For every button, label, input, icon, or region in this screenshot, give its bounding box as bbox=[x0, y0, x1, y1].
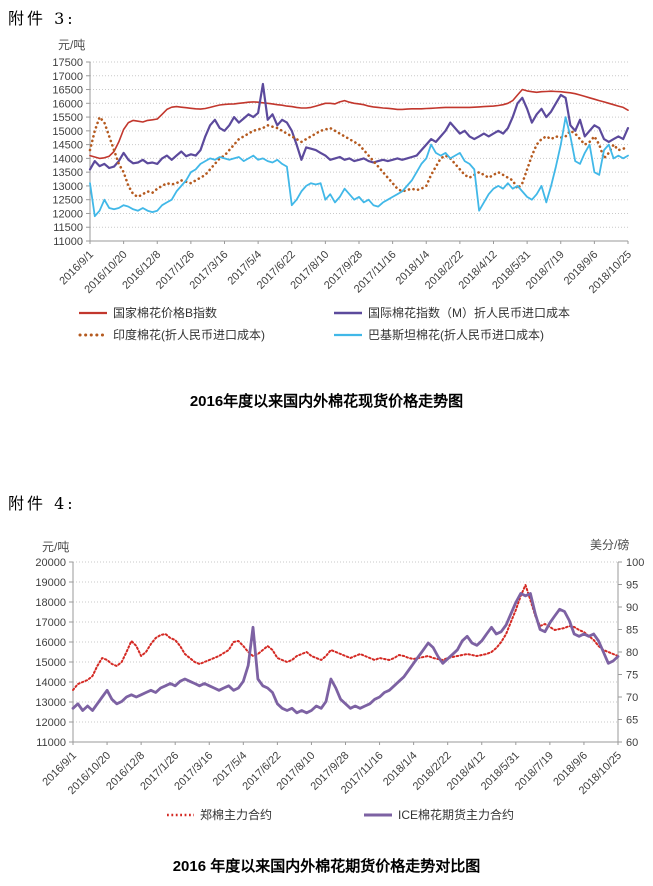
legend-line-b-index-icon bbox=[79, 311, 107, 314]
legend-label: ICE棉花期货主力合约 bbox=[398, 808, 515, 822]
svg-text:11500: 11500 bbox=[53, 222, 83, 234]
svg-text:17500: 17500 bbox=[52, 57, 83, 69]
svg-text:95: 95 bbox=[626, 580, 638, 592]
svg-text:16000: 16000 bbox=[52, 98, 83, 110]
svg-text:100: 100 bbox=[626, 557, 644, 569]
svg-text:18000: 18000 bbox=[35, 597, 66, 609]
svg-text:12000: 12000 bbox=[52, 208, 83, 220]
legend-line-pakistan-icon bbox=[334, 333, 362, 336]
chart2-title: 2016 年度以来国内外棉花期货价格走势对比图 bbox=[172, 858, 481, 875]
attachment-4-label: 附件 4: bbox=[8, 494, 76, 513]
svg-text:11000: 11000 bbox=[36, 737, 66, 749]
legend-label: 国际棉花指数（M）折人民币进口成本 bbox=[368, 306, 570, 320]
svg-text:13000: 13000 bbox=[52, 181, 83, 193]
futures-price-chart: 11000 12000 13000 14000 15000 16000 17000 18000… bbox=[35, 557, 644, 797]
svg-text:80: 80 bbox=[626, 647, 638, 659]
legend-item-india: 印度棉花(折人民币进口成本) bbox=[78, 326, 265, 343]
legend-label: 巴基斯坦棉花(折人民币进口成本) bbox=[368, 328, 544, 342]
legend-label: 国家棉花价格B指数 bbox=[113, 306, 218, 320]
svg-text:20000: 20000 bbox=[35, 557, 66, 569]
svg-text:14000: 14000 bbox=[35, 677, 66, 689]
svg-text:15000: 15000 bbox=[52, 126, 83, 138]
svg-text:13500: 13500 bbox=[52, 167, 83, 179]
svg-text:70: 70 bbox=[626, 692, 638, 704]
legend-line-ice-icon bbox=[364, 813, 392, 816]
svg-text:17000: 17000 bbox=[52, 71, 83, 83]
svg-text:17000: 17000 bbox=[35, 617, 66, 629]
svg-text:90: 90 bbox=[626, 602, 638, 614]
legend-item-b-index: 国家棉花价格B指数 bbox=[78, 304, 217, 321]
legend-dotted-india-icon bbox=[78, 333, 108, 336]
svg-text:15000: 15000 bbox=[35, 657, 66, 669]
legend-dotted-zheng-icon bbox=[167, 813, 194, 816]
svg-text:16500: 16500 bbox=[52, 85, 83, 97]
legend-item-zheng: 郑棉主力合约 bbox=[165, 806, 272, 823]
chart2-left-unit-label: 元/吨 bbox=[42, 540, 70, 554]
legend-item-pakistan: 巴基斯坦棉花(折人民币进口成本) bbox=[333, 326, 544, 343]
legend-item-ice: ICE棉花期货主力合约 bbox=[363, 806, 514, 823]
svg-text:85: 85 bbox=[626, 625, 638, 637]
svg-text:11000: 11000 bbox=[53, 236, 83, 248]
svg-text:19000: 19000 bbox=[35, 577, 66, 589]
attachment-3-label: 附件 3: bbox=[8, 9, 76, 28]
legend-label: 郑棉主力合约 bbox=[200, 808, 273, 822]
svg-text:12000: 12000 bbox=[35, 717, 66, 729]
svg-text:65: 65 bbox=[626, 715, 638, 727]
legend-label: 印度棉花(折人民币进口成本) bbox=[113, 328, 265, 342]
legend-item-intl-index: 国际棉花指数（M）折人民币进口成本 bbox=[333, 304, 570, 321]
chart1-y-unit-label: 元/吨 bbox=[58, 38, 86, 52]
svg-text:15500: 15500 bbox=[52, 112, 83, 124]
chart2-right-unit-label: 美分/磅 bbox=[590, 538, 630, 552]
svg-text:13000: 13000 bbox=[35, 697, 66, 709]
svg-text:14500: 14500 bbox=[52, 140, 83, 152]
svg-text:60: 60 bbox=[626, 737, 638, 749]
svg-text:75: 75 bbox=[626, 670, 638, 682]
svg-text:16000: 16000 bbox=[35, 637, 66, 649]
legend-line-intl-index-icon bbox=[334, 311, 362, 314]
svg-text:12500: 12500 bbox=[52, 195, 83, 207]
svg-text:14000: 14000 bbox=[52, 153, 83, 165]
chart1-title: 2016年度以来国内外棉花现货价格走势图 bbox=[189, 393, 464, 410]
